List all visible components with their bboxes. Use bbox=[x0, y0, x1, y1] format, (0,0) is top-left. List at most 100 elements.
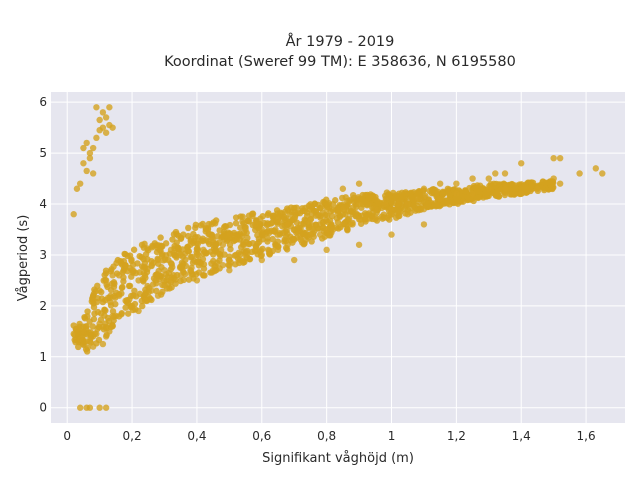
cloud-point bbox=[439, 190, 446, 198]
scatter-point bbox=[154, 256, 162, 264]
cloud-point bbox=[315, 211, 322, 219]
y-tick-label: 4 bbox=[39, 197, 47, 211]
x-tick-label: 1,2 bbox=[447, 429, 466, 443]
cloud-point bbox=[89, 323, 96, 330]
cloud-point bbox=[392, 192, 400, 199]
cloud-point bbox=[126, 252, 134, 259]
scatter-point bbox=[73, 325, 81, 332]
scatter-point bbox=[200, 272, 207, 279]
cloud-point bbox=[226, 262, 233, 269]
scatter-point bbox=[501, 185, 509, 192]
y-tick-label: 0 bbox=[39, 401, 47, 415]
cloud-point bbox=[349, 204, 357, 211]
cloud-point bbox=[141, 240, 148, 248]
scatter-point bbox=[388, 231, 395, 238]
cloud-point bbox=[194, 245, 201, 252]
cloud-point bbox=[527, 187, 534, 195]
scatter-point bbox=[226, 256, 233, 264]
scatter-point bbox=[70, 211, 77, 218]
cloud-point bbox=[512, 185, 520, 192]
cloud-point bbox=[309, 222, 316, 229]
scatter-point bbox=[388, 211, 395, 218]
scatter-point bbox=[252, 221, 259, 228]
scatter-point bbox=[200, 246, 207, 254]
cloud-point bbox=[199, 255, 207, 263]
cloud-point bbox=[300, 241, 307, 248]
cloud-point bbox=[519, 184, 527, 191]
cloud-point bbox=[84, 308, 91, 315]
scatter-point bbox=[485, 175, 492, 182]
chart-title: År 1979 - 2019 bbox=[286, 33, 395, 50]
scatter-point bbox=[102, 129, 110, 136]
scatter-point bbox=[219, 261, 227, 269]
cloud-point bbox=[216, 227, 223, 234]
scatter-point bbox=[518, 160, 525, 167]
cloud-point bbox=[197, 222, 205, 229]
scatter-point bbox=[394, 200, 402, 208]
scatter-point bbox=[102, 404, 110, 411]
scatter-point bbox=[329, 226, 337, 233]
y-tick-label: 1 bbox=[39, 350, 47, 364]
scatter-point bbox=[80, 328, 87, 335]
cloud-point bbox=[442, 199, 449, 206]
scatter-point bbox=[187, 267, 194, 274]
cloud-point bbox=[140, 264, 147, 271]
cloud-point bbox=[118, 284, 126, 292]
scatter-point bbox=[265, 246, 272, 254]
cloud-point bbox=[124, 310, 132, 317]
cloud-point bbox=[212, 220, 219, 227]
cloud-point bbox=[101, 306, 108, 314]
scatter-point bbox=[89, 343, 97, 350]
cloud-point bbox=[269, 235, 276, 243]
x-tick-label: 0,6 bbox=[252, 429, 271, 443]
scatter-point bbox=[187, 241, 194, 248]
scatter-point bbox=[420, 205, 428, 213]
scatter-point bbox=[252, 246, 259, 254]
scatter-point bbox=[93, 134, 100, 142]
cloud-point bbox=[131, 287, 138, 295]
cloud-point bbox=[217, 252, 224, 260]
cloud-point bbox=[232, 220, 240, 227]
cloud-point bbox=[136, 290, 144, 298]
cloud-point bbox=[192, 221, 200, 229]
cloud-point bbox=[239, 213, 246, 220]
scatter-point bbox=[106, 104, 113, 111]
cloud-point bbox=[162, 256, 169, 263]
scatter-point bbox=[316, 231, 324, 238]
scatter-point bbox=[128, 267, 136, 274]
scatter-point bbox=[89, 297, 97, 304]
cloud-point bbox=[136, 253, 143, 260]
cloud-point bbox=[324, 212, 331, 219]
cloud-point bbox=[490, 189, 497, 197]
cloud-point bbox=[349, 210, 356, 218]
cloud-point bbox=[429, 186, 436, 194]
y-axis-title: Vågperiod (s) bbox=[16, 215, 31, 302]
scatter-point bbox=[274, 216, 282, 223]
cloud-point bbox=[157, 234, 164, 241]
scatter-point bbox=[420, 185, 428, 192]
scatter-point bbox=[355, 216, 363, 223]
scatter-point bbox=[141, 297, 149, 304]
cloud-point bbox=[202, 225, 210, 233]
scatter-point bbox=[291, 236, 298, 243]
scatter-point bbox=[177, 272, 184, 279]
cloud-point bbox=[252, 226, 259, 234]
cloud-point bbox=[270, 212, 278, 219]
cloud-point bbox=[194, 234, 202, 241]
cloud-point bbox=[265, 210, 272, 217]
cloud-point bbox=[122, 304, 129, 311]
scatter-point bbox=[93, 104, 100, 111]
cloud-point bbox=[291, 204, 298, 212]
scatter-point bbox=[96, 287, 103, 294]
cloud-point bbox=[302, 231, 309, 238]
cloud-point bbox=[112, 300, 119, 308]
cloud-point bbox=[246, 256, 254, 263]
scatter-point bbox=[86, 155, 94, 162]
x-tick-label: 1 bbox=[388, 429, 396, 443]
cloud-point bbox=[149, 281, 157, 288]
cloud-point bbox=[209, 251, 217, 258]
cloud-point bbox=[448, 199, 456, 206]
scatter-point bbox=[109, 272, 116, 279]
scatter-point bbox=[99, 340, 107, 348]
cloud-point bbox=[107, 298, 114, 306]
